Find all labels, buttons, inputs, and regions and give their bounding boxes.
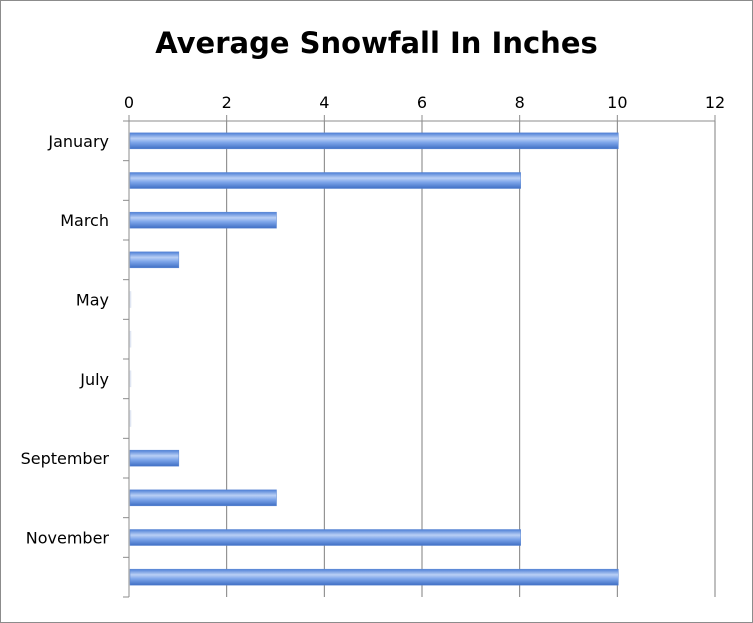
x-tick-label-2: 2 (222, 93, 232, 112)
bar-december (129, 568, 619, 586)
x-tick-label-12: 12 (705, 93, 725, 112)
bar-august (129, 410, 132, 427)
x-tick-label-8: 8 (515, 93, 525, 112)
bar-april (129, 251, 180, 269)
x-tick-label-4: 4 (319, 93, 329, 112)
chart-title: Average Snowfall In Inches (155, 26, 598, 60)
bar-june (129, 330, 132, 348)
bar-march (129, 211, 277, 229)
y-category-label-july: July (79, 370, 109, 389)
y-category-label-march: March (60, 211, 109, 230)
x-tick-label-10: 10 (607, 93, 627, 112)
y-category-label-may: May (76, 291, 109, 310)
x-tick-label-6: 6 (417, 93, 427, 112)
bar-july (129, 370, 132, 388)
bar-october (129, 489, 277, 507)
bar-november (129, 529, 521, 546)
x-tick-label-0: 0 (124, 93, 134, 112)
bar-january (129, 132, 619, 150)
bar-february (129, 172, 521, 189)
y-category-label-january: January (47, 132, 109, 151)
y-category-label-september: September (21, 449, 110, 468)
bar-september (129, 449, 180, 467)
y-category-label-november: November (26, 529, 110, 548)
bar-may (129, 291, 132, 308)
